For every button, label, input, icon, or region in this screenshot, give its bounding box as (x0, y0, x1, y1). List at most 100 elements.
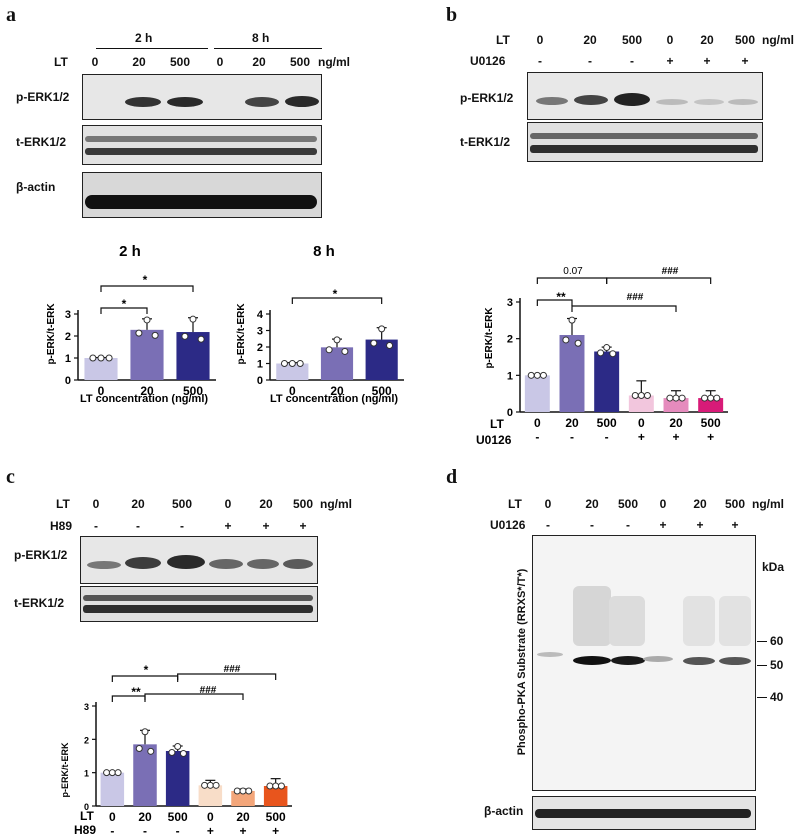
treatment-sign: + (672, 430, 679, 444)
treatment-sign: - (538, 54, 542, 68)
y-tick-label: 1 (65, 353, 71, 365)
lane-label: 0 (659, 497, 667, 511)
vertical-label-pka: Phospho-PKA Substrate (RRXS*/T*) (516, 568, 528, 756)
x-tick-label: 500 (372, 384, 392, 398)
row-label-perk: p-ERK1/2 (16, 90, 70, 104)
sig-star: ** (131, 685, 141, 699)
lt-label-a: LT (54, 55, 68, 69)
y-tick-label: 0 (84, 802, 89, 812)
sig-bracket (100, 285, 194, 292)
data-point (89, 354, 97, 362)
bracket-8h (214, 48, 322, 49)
band (167, 555, 205, 569)
data-point (114, 769, 122, 777)
treatment-sign: + (703, 54, 711, 68)
sig-bracket (144, 693, 244, 700)
treatment-sign: + (659, 518, 667, 532)
lane-label: 500 (169, 55, 191, 69)
band (125, 557, 161, 569)
bar (133, 744, 157, 806)
marker-60: 60 (770, 634, 784, 648)
lt-label-c: LT (56, 497, 70, 511)
bar (100, 772, 125, 806)
band (247, 559, 279, 569)
treatment-sign: + (224, 519, 232, 533)
row-label-terk: t-ERK1/2 (14, 596, 65, 610)
data-point (179, 750, 187, 757)
band (614, 93, 650, 106)
x-tick-label: 20 (236, 810, 250, 824)
band (611, 656, 645, 665)
band (83, 595, 313, 601)
treatment-sign: - (590, 518, 594, 532)
y-tick-label: 0 (65, 375, 71, 387)
data-point (370, 339, 378, 347)
x-tick-label: 500 (168, 810, 188, 824)
lane-label: 20 (131, 497, 145, 511)
sig-star: * (143, 273, 148, 287)
bar (130, 329, 164, 380)
sig-bracket (536, 277, 608, 284)
y-tick-label: 3 (84, 702, 89, 712)
bar (276, 363, 309, 380)
data-point (568, 316, 576, 324)
time-2h-label: 2 h (135, 31, 153, 45)
sig-bracket (100, 307, 148, 314)
data-point (272, 782, 280, 790)
y-axis-label: p-ERK/t-ERK (60, 742, 70, 797)
bar (231, 791, 255, 806)
treatment-sign: - (588, 54, 592, 68)
marker-tick (757, 665, 767, 666)
data-point (609, 350, 617, 358)
data-point (378, 325, 386, 333)
lane-label: 500 (724, 497, 746, 511)
sig-bracket (177, 673, 277, 680)
data-point (341, 347, 349, 355)
bar (165, 751, 190, 806)
u0126-label-d: U0126 (490, 518, 526, 532)
y-tick-label: 1 (84, 769, 89, 779)
treatment-sign: + (707, 430, 714, 444)
marker-50: 50 (770, 658, 784, 672)
row-label-perk: p-ERK1/2 (460, 91, 514, 105)
treatment-sign: - (94, 519, 98, 533)
blot-perk-c (80, 536, 318, 584)
treatment-sign: - (143, 824, 147, 836)
x-axis-label: LT concentration (ng/ml) (80, 393, 208, 405)
data-point (245, 787, 253, 795)
band (83, 605, 313, 613)
chart-title: 2 h (119, 243, 141, 260)
bar (524, 375, 550, 412)
y-tick-label: 3 (257, 326, 263, 338)
lane-label: 20 (252, 55, 266, 69)
plot-area: 0 1 2 3 0 20 500 (65, 285, 216, 398)
data-point (103, 769, 111, 777)
x-tick-label: 500 (266, 810, 286, 824)
lane-label: 500 (734, 33, 756, 47)
sig-bracket (536, 299, 573, 306)
data-point (637, 392, 645, 399)
treatment-sign: - (630, 54, 634, 68)
lt-label-d: LT (508, 497, 522, 511)
row-label-perk: p-ERK1/2 (14, 548, 68, 562)
lane-label: 20 (700, 33, 714, 47)
band (728, 99, 758, 105)
y-axis-label: p-ERK/t-ERK (236, 303, 247, 365)
treatment-sign: + (207, 824, 214, 836)
lane-label: 0 (216, 55, 224, 69)
band (125, 97, 161, 107)
unit-label-d: ng/ml (752, 497, 784, 511)
blot-actin-a (82, 172, 322, 218)
data-point (105, 354, 113, 362)
treatment-sign: - (605, 430, 609, 444)
x-tick-label: 0 (109, 810, 116, 824)
x-tick-label: 20 (330, 384, 344, 398)
data-point (713, 394, 721, 402)
treatment-sign: - (626, 518, 630, 532)
blot-terk-a (82, 125, 322, 165)
data-point (143, 316, 151, 324)
blot-perk-a (82, 74, 322, 120)
row-label-u0126: U0126 (476, 433, 512, 447)
